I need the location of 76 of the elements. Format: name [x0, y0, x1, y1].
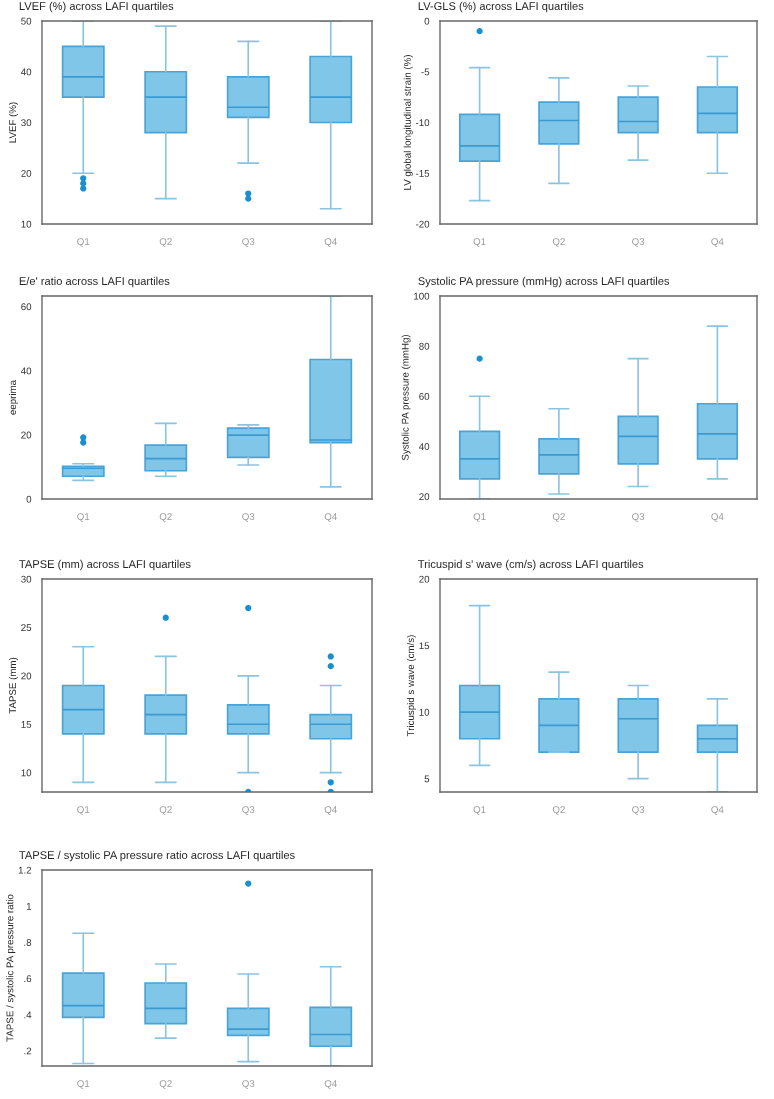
chart-title: Tricuspid s' wave (cm/s) across LAFI quartiles — [418, 559, 644, 571]
y-tick-label: 10 — [419, 708, 430, 716]
x-tick-label: Q1 — [77, 238, 90, 247]
y-tick-label: .2 — [24, 1047, 32, 1055]
y-tick-label: 10 — [21, 769, 32, 777]
x-tick-label: Q1 — [473, 238, 486, 247]
y-tick-label: 20 — [419, 493, 430, 501]
y-tick-label: -20 — [415, 220, 430, 228]
y-axis-title: Tricuspid s wave (cm/s) — [406, 635, 416, 737]
y-axis-title: LVEF (%) — [8, 102, 18, 143]
x-tick-label: Q2 — [159, 806, 172, 815]
x-tick-label: Q1 — [473, 806, 486, 815]
y-tick-label: 0 — [424, 17, 430, 25]
x-tick-label: Q3 — [242, 1080, 255, 1089]
chart-title: LVEF (%) across LAFI quartiles — [19, 1, 174, 13]
y-tick-label: 50 — [21, 17, 32, 25]
y-tick-label: 60 — [21, 303, 32, 311]
x-tick-label: Q2 — [159, 1080, 172, 1089]
y-tick-label: 1 — [26, 903, 32, 910]
y-tick-label: 1.2 — [18, 866, 32, 874]
chart-title: Systolic PA pressure (mmHg) across LAFI quartiles — [418, 276, 670, 288]
y-tick-label: 100 — [414, 292, 430, 300]
y-tick-label: 30 — [21, 119, 32, 127]
y-tick-label: -15 — [415, 170, 430, 177]
y-tick-label: 80 — [419, 342, 430, 350]
y-tick-label: 10 — [21, 220, 32, 228]
x-tick-label: Q2 — [159, 238, 172, 247]
chart-title: E/e' ratio across LAFI quartiles — [19, 276, 170, 288]
x-tick-label: Q4 — [711, 513, 724, 522]
x-tick-label: Q3 — [632, 513, 645, 522]
x-tick-label: Q1 — [77, 806, 90, 815]
y-tick-label: 40 — [418, 443, 430, 450]
x-tick-label: Q3 — [242, 513, 255, 522]
x-tick-label: Q3 — [632, 806, 645, 815]
chart-title: TAPSE / systolic PA pressure ratio across LAFI quartiles — [19, 850, 295, 862]
x-tick-label: Q2 — [159, 513, 172, 522]
y-tick-label: 30 — [21, 575, 32, 583]
chart-title: LV-GLS (%) across LAFI quartiles — [418, 1, 584, 13]
chart-title: TAPSE (mm) across LAFI quartiles — [19, 559, 191, 571]
x-tick-label: Q3 — [242, 238, 255, 247]
y-tick-label: 20 — [419, 575, 430, 583]
y-tick-label: .8 — [24, 939, 32, 946]
x-tick-label: Q1 — [77, 513, 90, 522]
x-tick-label: Q1 — [473, 513, 486, 522]
y-axis-title: TAPSE / systolic PA pressure ratio — [6, 894, 16, 1042]
y-tick-label: -5 — [421, 68, 430, 76]
x-tick-label: Q4 — [711, 806, 724, 815]
y-tick-label: 60 — [419, 392, 430, 400]
y-tick-label: 40 — [20, 367, 32, 375]
x-tick-label: Q4 — [324, 238, 337, 247]
y-tick-label: .4 — [24, 1011, 32, 1019]
y-tick-label: .6 — [24, 975, 32, 983]
x-tick-label: Q2 — [552, 513, 565, 522]
x-tick-label: Q4 — [324, 806, 337, 815]
y-axis-title: eeprima — [8, 379, 18, 415]
x-tick-label: Q1 — [77, 1080, 90, 1089]
x-tick-label: Q4 — [711, 238, 724, 247]
x-tick-label: Q3 — [632, 238, 645, 247]
y-tick-label: -10 — [415, 119, 430, 127]
y-tick-label: 20 — [21, 431, 32, 439]
y-tick-label: 5 — [424, 775, 430, 783]
y-tick-label: 40 — [20, 68, 32, 76]
x-tick-label: Q4 — [324, 513, 337, 522]
y-tick-label: 20 — [21, 672, 32, 680]
y-tick-label: 25 — [21, 624, 32, 632]
y-axis-title: LV global longitudinal strain (%) — [403, 55, 413, 190]
y-tick-label: 20 — [21, 169, 32, 177]
x-tick-label: Q2 — [552, 806, 565, 815]
x-tick-label: Q2 — [552, 238, 565, 247]
y-axis-title: TAPSE (mm) — [8, 657, 18, 714]
y-axis-title: Systolic PA pressure (mmHg) — [401, 334, 411, 461]
x-tick-label: Q3 — [242, 806, 255, 815]
y-tick-label: 15 — [419, 642, 430, 650]
y-tick-label: 15 — [21, 721, 32, 728]
x-tick-label: Q4 — [324, 1080, 337, 1089]
y-tick-label: 0 — [26, 495, 32, 503]
